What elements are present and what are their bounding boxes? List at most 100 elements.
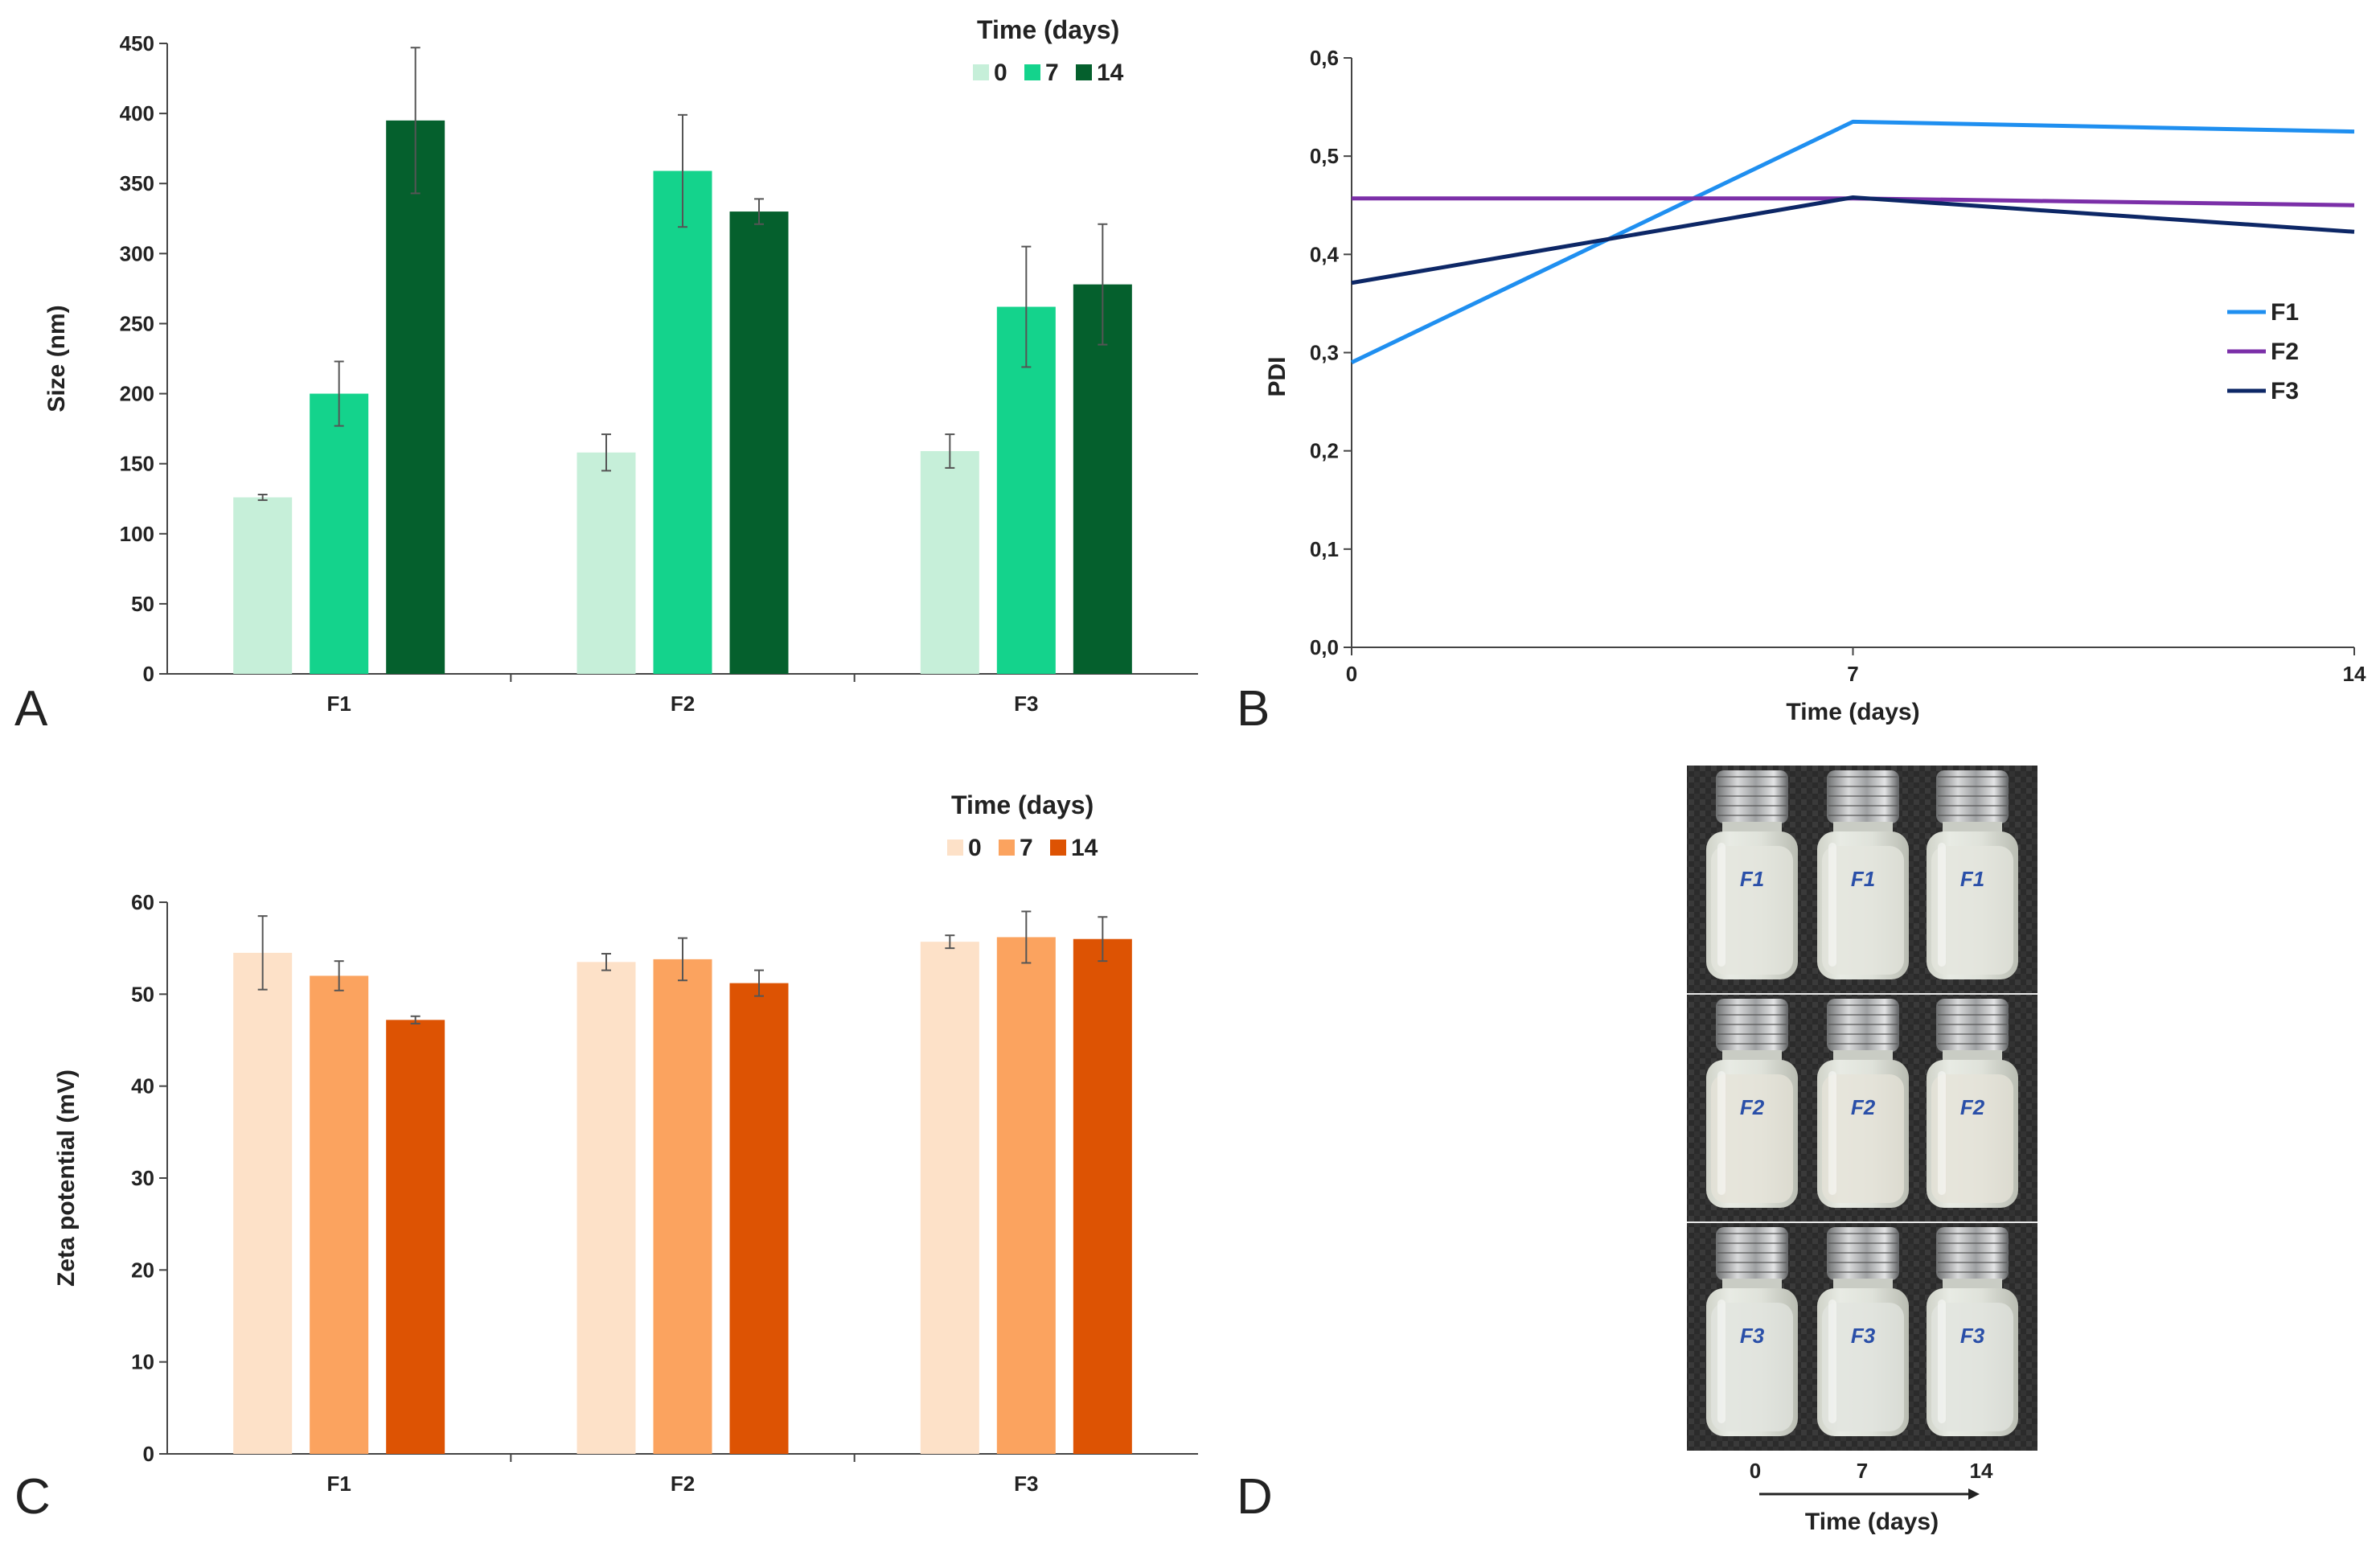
series-line-F1 [1350,119,2355,364]
y-tick-label: 60 [131,890,154,914]
y-tick-label: 50 [131,982,154,1006]
vial-liquid [1711,1074,1793,1203]
y-tick-label: 150 [120,452,154,476]
photo-time-label-7: 7 [1857,1459,1868,1483]
bar-F2-day-0 [577,962,636,1454]
vial-highlight [1938,1299,1946,1423]
panel-label-c: C [14,1469,51,1525]
photo-time-arrow-head [1968,1488,1980,1500]
y-tick-label: 200 [120,382,154,406]
y-tick-label: 0,5 [1310,144,1339,168]
panel-label-d: D [1237,1469,1273,1525]
category-label: F2 [671,1472,695,1496]
vial-liquid [1822,1074,1904,1203]
bar-F3-day-0 [920,450,979,674]
vial-label: F3 [1960,1324,1985,1348]
legend-swatch-day-14 [1050,840,1066,856]
vial-label: F1 [1851,867,1875,891]
y-tick-label: 0,3 [1310,341,1339,365]
vial: F3 [1927,1227,2018,1436]
legend-label-F3: F3 [2271,378,2299,404]
vial-label: F2 [1740,1095,1765,1119]
vial-neck [1722,822,1782,833]
vial-neck [1833,822,1893,833]
vial: F1 [1817,770,1909,979]
y-tick-label: 450 [120,31,154,55]
vial-neck [1943,822,2002,833]
photo-time-label-14: 14 [1970,1459,1993,1483]
y-tick-label: 0,6 [1310,46,1339,70]
x-tick-label: 14 [2343,662,2366,686]
bar-F3-day-7 [996,937,1056,1454]
y-tick-label: 40 [131,1074,154,1098]
y-tick-label: 0,1 [1310,537,1339,561]
y-tick-label: 350 [120,171,154,195]
vial-neck [1833,1050,1893,1061]
vial: F1 [1706,770,1798,979]
bar-F2-day-0 [577,452,636,674]
panel-label-b: B [1237,681,1270,737]
vial-grid: F1 F1 F1 F2 F2 F2 F3 F3 F3 [1687,770,2037,1436]
vial-liquid [1711,1303,1793,1431]
legend-label-day-14: 14 [1071,835,1098,861]
vial-label: F2 [1960,1095,1985,1119]
y-axis-label: PDI [1264,356,1291,396]
y-tick-label: 0,0 [1310,635,1339,659]
y-tick-label: 400 [120,101,154,125]
bar-F2-day-14 [729,211,789,675]
vial: F1 [1927,770,2018,979]
vial-highlight [1828,1071,1836,1195]
vial: F2 [1927,999,2018,1208]
x-tick-label: 7 [1847,662,1858,686]
y-axis-label: Size (nm) [43,305,70,412]
bar-F1-day-14 [386,1020,445,1454]
photo-axis-label: Time (days) [1805,1509,1939,1535]
bar-F3-day-7 [996,306,1056,674]
vial: F3 [1706,1227,1798,1436]
legend-swatch-day-7 [999,840,1015,856]
y-axis-label: Zeta potential (mV) [53,1069,80,1287]
legend-swatch-day-14 [1076,64,1092,80]
bar-F3-day-14 [1073,284,1132,674]
y-tick-label: 250 [120,311,154,335]
y-tick-label: 0 [143,662,154,686]
vial-highlight [1938,1071,1946,1195]
vial-liquid [1931,1074,2013,1203]
x-tick-label: 0 [1346,662,1357,686]
bar-F2-day-7 [653,959,712,1454]
vial-neck [1722,1279,1782,1290]
legend-label-day-0: 0 [994,60,1007,86]
panel-a-size-chart: 0 50 100 150 200 250 300 350 400 450 F1 F2 F3 Size (n… [43,15,1198,716]
vial-label: F2 [1851,1095,1876,1119]
legend-label-day-7: 7 [1045,60,1059,86]
vial-label: F3 [1851,1324,1876,1348]
bar-F2-day-14 [729,983,789,1454]
vial-highlight [1828,1299,1836,1423]
vial-label: F1 [1740,867,1764,891]
y-tick-label: 100 [120,522,154,546]
photo-time-label-0: 0 [1750,1459,1761,1483]
bar-F3-day-14 [1073,938,1132,1454]
vial-liquid [1822,846,1904,975]
bar-F1-day-14 [386,120,445,675]
vial-label: F1 [1960,867,1984,891]
y-tick-label: 20 [131,1258,154,1282]
bar-F1-day-7 [310,975,369,1454]
vial-neck [1943,1050,2002,1061]
category-label: F3 [1014,692,1038,716]
vial: F2 [1817,999,1909,1208]
vial-label: F3 [1740,1324,1765,1348]
legend-swatch-day-0 [973,64,989,80]
panel-label-a: A [14,681,48,737]
legend-label-F1: F1 [2271,299,2299,326]
y-tick-label: 30 [131,1166,154,1190]
panel-b-pdi-chart: 0,0 0,1 0,2 0,3 0,4 0,5 0,6 0 7 14 F1 F2 F3 Time (day… [1264,46,2366,725]
x-axis-label: Time (days) [1786,699,1919,725]
legend-label-F2: F2 [2271,339,2299,365]
vial-highlight [1828,843,1836,967]
bar-F1-day-0 [233,497,293,674]
vial: F2 [1706,999,1798,1208]
legend-swatch-day-7 [1024,64,1040,80]
vial-liquid [1711,846,1793,975]
